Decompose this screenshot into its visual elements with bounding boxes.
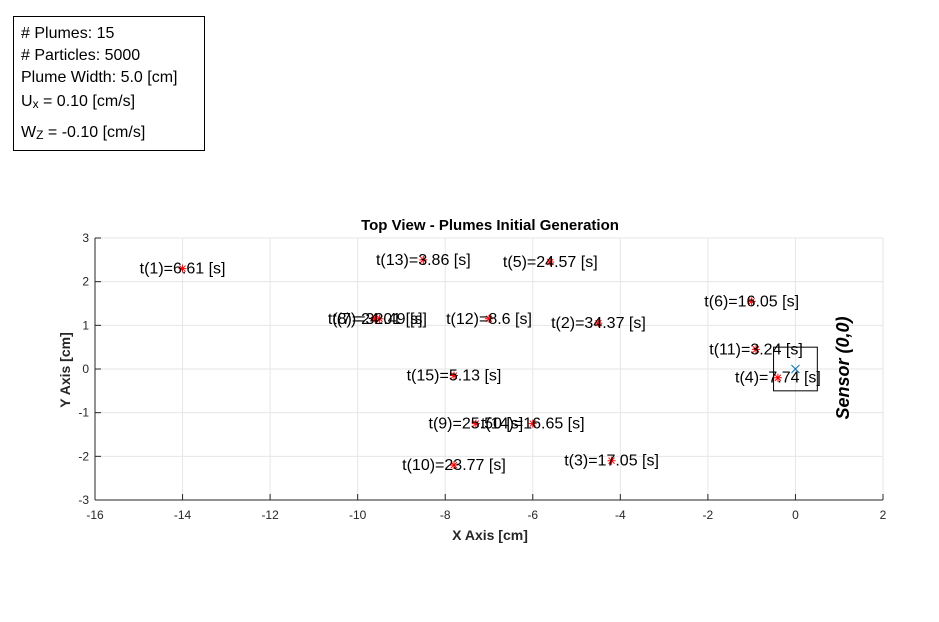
plume-point <box>747 297 756 306</box>
plume-point <box>178 264 187 273</box>
plume-point <box>752 345 761 354</box>
y-tick-label: 0 <box>82 362 89 376</box>
plume-time-label: t(14)=16.65 [s] <box>481 416 585 433</box>
x-tick-label: -2 <box>703 508 714 522</box>
y-tick-label: 1 <box>82 318 89 332</box>
sensor-label: Sensor (0,0) <box>833 316 853 419</box>
legend-info-box: # Plumes: 15 # Particles: 5000 Plume Wid… <box>13 16 205 151</box>
plume-width: Plume Width: 5.0 [cm] <box>21 69 178 86</box>
plume-point <box>594 319 603 328</box>
plume-time-label: t(2)=34.37 [s] <box>551 315 646 332</box>
plume-points: t(1)=6.61 [s] t(2)=34.37 [s] t(3)=17.05 [s… <box>140 252 821 474</box>
plume-point <box>773 373 782 382</box>
sensor-box <box>773 346 818 392</box>
plume-time-label: t(11)=3.24 [s] <box>709 341 803 358</box>
plume-time-label: t(3)=17.05 [s] <box>564 453 659 470</box>
y-tick-label: 2 <box>82 275 89 289</box>
x-tick-label: 2 <box>880 508 887 522</box>
y-axis-label: Y Axis [cm] <box>57 332 73 407</box>
plume-point <box>419 255 428 264</box>
y-tick-label: 3 <box>82 231 89 245</box>
x-tick-label: 0 <box>792 508 799 522</box>
plume-time-label: t(4)=7.74 [s] <box>735 370 821 387</box>
plume-time-label: t(9)=25.50 [s] <box>429 416 524 433</box>
plume-time-label: t(15)=5.13 [s] <box>407 368 502 385</box>
plume-count: # Plumes: 15 <box>21 25 115 42</box>
x-tick-label: -10 <box>349 508 367 522</box>
y-tick-label: -3 <box>78 493 89 507</box>
x-tick-label: -4 <box>615 508 626 522</box>
plume-point <box>471 419 480 428</box>
x-tick-label: -16 <box>86 508 104 522</box>
chart-title: Top View - Plumes Initial Generation <box>361 217 619 234</box>
x-tick-label: -6 <box>527 508 538 522</box>
x-tick-label: -14 <box>174 508 192 522</box>
plume-point <box>528 419 537 428</box>
plume-time-label: t(1)=6.61 [s] <box>140 261 226 278</box>
plume-point <box>449 461 458 470</box>
plume-time-label: t(13)=3.86 [s] <box>376 252 471 269</box>
y-tick-label: -2 <box>78 449 89 463</box>
plume-time-label: t(8)=24.01 [s] <box>328 311 423 328</box>
plume-point <box>546 258 555 267</box>
plume-time-label: t(5)=24.57 [s] <box>503 254 598 271</box>
ux-velocity: Ux = 0.10 [cm/s] <box>21 93 136 111</box>
particle-count: # Particles: 5000 <box>21 47 141 64</box>
plume-point <box>607 456 616 465</box>
plume-time-label: t(10)=23.77 [s] <box>402 457 506 474</box>
x-tick-label: -8 <box>440 508 451 522</box>
wz-velocity: WZ = -0.10 [cm/s] <box>21 124 146 142</box>
x-axis-label: X Axis [cm] <box>452 527 528 543</box>
plume-time-label: t(12)=8.6 [s] <box>446 311 532 328</box>
plume-point <box>371 314 380 323</box>
plume-time-label: t(6)=16.05 [s] <box>704 293 799 310</box>
sensor-group <box>773 346 818 392</box>
plume-point <box>449 371 458 380</box>
x-tick-label: -12 <box>261 508 279 522</box>
plume-point <box>375 314 384 323</box>
sensor-marker <box>791 364 800 374</box>
y-tick-label: -1 <box>78 406 89 420</box>
plume-time-label: t(7)=32.49 [s] <box>332 311 427 328</box>
plume-point <box>485 314 493 323</box>
